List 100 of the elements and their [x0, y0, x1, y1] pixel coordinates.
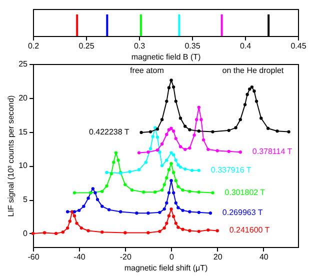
point [172, 153, 176, 156]
point [100, 230, 104, 234]
series-label: 0.378114 T [252, 147, 292, 156]
point [216, 149, 219, 152]
y-tick-label: 10 [18, 161, 28, 170]
point [80, 226, 83, 230]
point [68, 220, 72, 223]
y-tick-label: 0 [23, 228, 28, 238]
point [158, 210, 162, 214]
point [100, 190, 104, 193]
x-axis-title: magnetic field shift (μT) [124, 264, 208, 272]
point [208, 212, 212, 215]
point [124, 231, 127, 234]
point [61, 230, 65, 234]
point [172, 130, 176, 133]
point [202, 138, 206, 142]
point [197, 168, 200, 172]
point [72, 214, 76, 218]
point [148, 147, 152, 150]
point [105, 170, 108, 174]
point [195, 118, 198, 122]
point [82, 204, 86, 208]
point [135, 212, 138, 215]
point [167, 214, 171, 218]
point [72, 191, 76, 194]
point [154, 126, 157, 130]
point [174, 222, 178, 225]
point [165, 201, 168, 205]
x-tick-label: -60 [28, 252, 40, 262]
point [96, 198, 100, 202]
point [107, 208, 111, 212]
point [172, 214, 176, 218]
point [160, 142, 164, 146]
point [158, 150, 162, 154]
point [238, 150, 242, 154]
point [66, 226, 70, 230]
point [154, 190, 157, 194]
point [112, 160, 116, 164]
point [174, 136, 178, 140]
point [144, 160, 148, 164]
point [165, 100, 168, 103]
point [162, 183, 166, 186]
x-tick-label: -20 [120, 252, 132, 262]
point [266, 126, 270, 130]
point [206, 228, 210, 232]
point [211, 130, 214, 134]
point [178, 165, 182, 169]
point [130, 188, 134, 192]
x-tick-label: 0 [170, 252, 175, 262]
point [197, 230, 200, 233]
point [188, 229, 192, 232]
point [174, 100, 178, 103]
y-axis-title: LIF signal (10³ counts per second) [6, 94, 16, 217]
annotation: on the He droplet [222, 66, 284, 75]
point [146, 150, 150, 154]
point [287, 130, 290, 134]
point [227, 150, 230, 154]
point [260, 116, 263, 120]
point [170, 179, 173, 182]
point [234, 126, 238, 130]
point [197, 190, 200, 194]
point [181, 228, 184, 231]
point [105, 184, 108, 188]
point [148, 130, 152, 134]
y-tick-label: 20 [18, 93, 28, 102]
point [94, 191, 97, 194]
point [165, 222, 168, 225]
point [156, 136, 160, 139]
point [114, 151, 118, 154]
point [197, 210, 200, 214]
point [170, 162, 173, 166]
point [91, 187, 94, 190]
x-tick-label: 0.3 [134, 42, 146, 50]
point [160, 164, 164, 168]
point [170, 78, 173, 82]
y-tick-label: 25 [18, 60, 28, 68]
point [172, 85, 176, 89]
point [197, 130, 200, 133]
point [176, 185, 180, 188]
point [176, 206, 180, 210]
point [42, 231, 46, 234]
point [167, 86, 171, 90]
series-label: 0.337916 T [210, 165, 252, 174]
point [156, 127, 160, 131]
point [178, 116, 182, 120]
point [211, 191, 214, 194]
point [246, 92, 249, 96]
point [178, 145, 182, 148]
point [158, 230, 162, 233]
point [86, 196, 90, 200]
x-tick-label: 0.45 [290, 42, 307, 50]
point [167, 168, 171, 172]
point [250, 85, 254, 89]
point [167, 191, 171, 194]
point [200, 118, 203, 122]
point [137, 151, 141, 154]
point [140, 130, 143, 134]
point [172, 170, 176, 174]
point [165, 158, 168, 162]
point [206, 148, 210, 151]
